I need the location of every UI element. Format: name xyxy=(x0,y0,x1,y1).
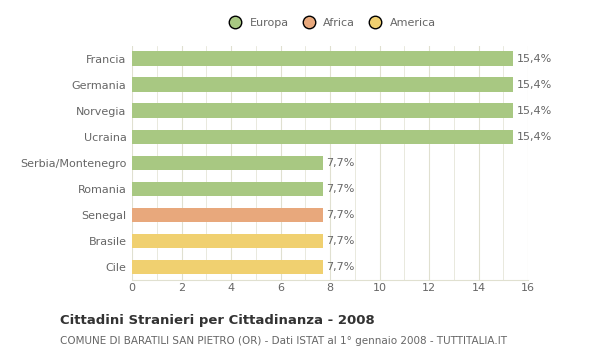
Bar xyxy=(132,156,323,170)
Bar xyxy=(132,260,323,274)
Text: 7,7%: 7,7% xyxy=(326,236,355,246)
Bar xyxy=(132,77,513,92)
Text: 15,4%: 15,4% xyxy=(517,106,552,116)
Text: 15,4%: 15,4% xyxy=(517,79,552,90)
Bar xyxy=(132,130,513,144)
Bar xyxy=(132,208,323,222)
Text: 7,7%: 7,7% xyxy=(326,184,355,194)
Text: Cittadini Stranieri per Cittadinanza - 2008: Cittadini Stranieri per Cittadinanza - 2… xyxy=(60,314,375,327)
Text: 15,4%: 15,4% xyxy=(517,54,552,64)
Text: 7,7%: 7,7% xyxy=(326,210,355,220)
Bar xyxy=(132,51,513,66)
Bar xyxy=(132,182,323,196)
Legend: Europa, Africa, America: Europa, Africa, America xyxy=(224,18,436,28)
Text: 7,7%: 7,7% xyxy=(326,262,355,272)
Text: 15,4%: 15,4% xyxy=(517,132,552,142)
Bar xyxy=(132,104,513,118)
Bar xyxy=(132,234,323,248)
Text: 7,7%: 7,7% xyxy=(326,158,355,168)
Text: COMUNE DI BARATILI SAN PIETRO (OR) - Dati ISTAT al 1° gennaio 2008 - TUTTITALIA.: COMUNE DI BARATILI SAN PIETRO (OR) - Dat… xyxy=(60,336,507,346)
